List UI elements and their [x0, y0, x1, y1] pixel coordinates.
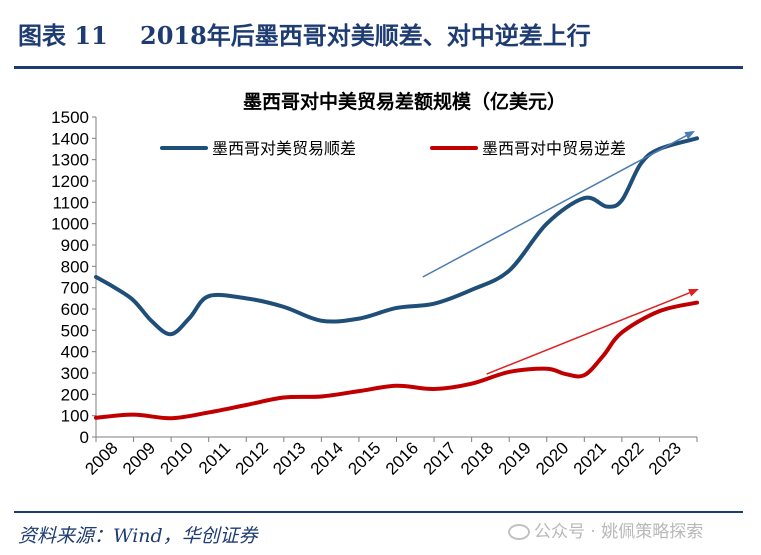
x-tick-label: 2012 — [232, 438, 272, 478]
series-line-2 — [94, 300, 699, 421]
x-tick-label: 2010 — [157, 438, 197, 478]
y-tick-label: 500 — [61, 321, 89, 340]
y-tick-label: 400 — [61, 343, 89, 362]
legend-label-1: 墨西哥对美贸易顺差 — [212, 139, 356, 158]
figure-header: 图表 11 2018年后墨西哥对美顺差、对中逆差上行 — [14, 12, 744, 52]
x-tick-label: 2019 — [495, 438, 535, 478]
x-tick-label: 2009 — [119, 438, 159, 478]
y-tick-label: 600 — [61, 300, 89, 319]
y-tick-label: 1200 — [51, 172, 89, 191]
trend-arrow-1 — [422, 130, 696, 278]
y-tick-label: 800 — [61, 257, 89, 276]
x-tick-label: 2016 — [382, 438, 422, 478]
trend-arrow-2 — [486, 289, 699, 375]
y-tick-label: 100 — [61, 407, 89, 426]
x-tick-label: 2015 — [344, 438, 384, 478]
figure-label: 图表 11 — [18, 21, 108, 50]
y-tick-label: 0 — [80, 428, 89, 447]
x-tick-label: 2017 — [419, 438, 459, 478]
x-tick-label: 2011 — [195, 438, 234, 477]
wechat-icon — [508, 524, 530, 540]
y-tick-label: 900 — [61, 236, 89, 255]
y-tick-label: 1100 — [52, 193, 89, 212]
x-tick-label: 2021 — [570, 438, 610, 478]
bottom-rule — [14, 511, 743, 513]
legend-label-2: 墨西哥对中贸易逆差 — [482, 139, 626, 158]
y-tick-label: 1400 — [51, 129, 89, 148]
y-tick-label: 300 — [61, 364, 89, 383]
series-line-1 — [94, 136, 699, 337]
watermark: 公众号 · 姚佩策略探索 — [508, 517, 703, 542]
x-tick-label: 2018 — [457, 438, 497, 478]
y-tick-label: 1500 — [51, 108, 89, 127]
y-tick-label: 1300 — [51, 151, 89, 170]
watermark-text: 公众号 · 姚佩策略探索 — [534, 522, 704, 542]
x-tick-label: 2023 — [645, 438, 685, 478]
x-tick-label: 2013 — [269, 438, 309, 478]
source-note: 资料来源：Wind，华创证券 — [18, 525, 258, 547]
x-tick-label: 2014 — [307, 438, 347, 478]
top-rule — [14, 66, 743, 69]
x-tick-label: 2020 — [532, 438, 572, 478]
figure-title: 2018年后墨西哥对美顺差、对中逆差上行 — [140, 21, 591, 50]
x-tick-label: 2022 — [607, 438, 647, 478]
y-tick-label: 700 — [61, 279, 89, 298]
y-tick-label: 200 — [61, 385, 89, 404]
chart-title: 墨西哥对中美贸易差额规模（亿美元） — [243, 90, 566, 113]
y-tick-label: 1000 — [51, 215, 89, 234]
